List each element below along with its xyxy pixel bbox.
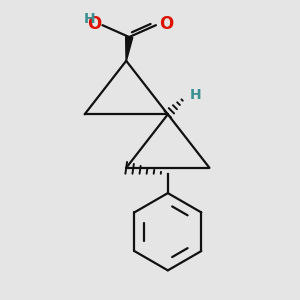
Text: H: H	[190, 88, 202, 102]
Polygon shape	[126, 37, 133, 61]
Text: O: O	[160, 15, 174, 33]
Text: H: H	[83, 12, 95, 26]
Text: O: O	[87, 15, 101, 33]
